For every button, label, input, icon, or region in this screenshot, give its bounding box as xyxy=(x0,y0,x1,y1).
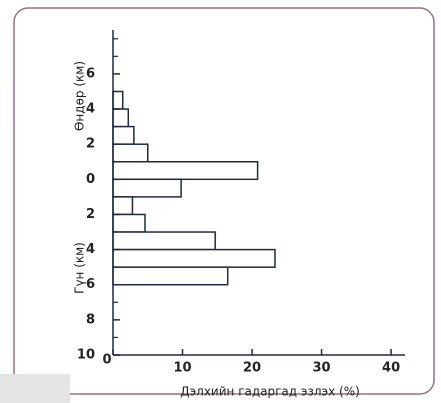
x-tick-label: 10 xyxy=(173,361,191,376)
y-tick-label: 4 xyxy=(86,102,95,117)
y-tick-label: 4 xyxy=(86,242,95,257)
overlay-box xyxy=(0,374,70,403)
x-tick-label: 20 xyxy=(243,361,261,376)
y-axis-label-bottom: Гүн (км) xyxy=(73,242,87,294)
x-tick-label: 30 xyxy=(313,361,331,376)
bar xyxy=(112,196,134,216)
y-tick-label: 2 xyxy=(86,137,95,152)
bar xyxy=(112,248,276,268)
x-tick-label: 40 xyxy=(382,361,400,376)
bar xyxy=(112,125,135,145)
y-tick-label: 6 xyxy=(86,277,95,292)
y-axis-label-top: Өндөр (км) xyxy=(73,61,87,131)
bar xyxy=(112,266,229,286)
bar xyxy=(112,213,146,233)
bar xyxy=(112,90,124,110)
y-tick-label: 6 xyxy=(86,66,95,81)
bar xyxy=(112,108,130,128)
bar xyxy=(112,231,216,251)
x-axis-label: Дэлхийн гадаргад эзлэх (%) xyxy=(180,385,360,399)
bar xyxy=(112,178,182,198)
y-tick-label: 8 xyxy=(86,312,95,327)
y-tick-label: 0 xyxy=(86,172,95,187)
bar xyxy=(112,161,259,181)
y-tick-label: 2 xyxy=(86,207,95,222)
bar xyxy=(112,143,149,163)
frame xyxy=(13,7,435,395)
y-tick-label: 10 xyxy=(77,348,95,363)
x-tick-label: 0 xyxy=(102,353,111,368)
